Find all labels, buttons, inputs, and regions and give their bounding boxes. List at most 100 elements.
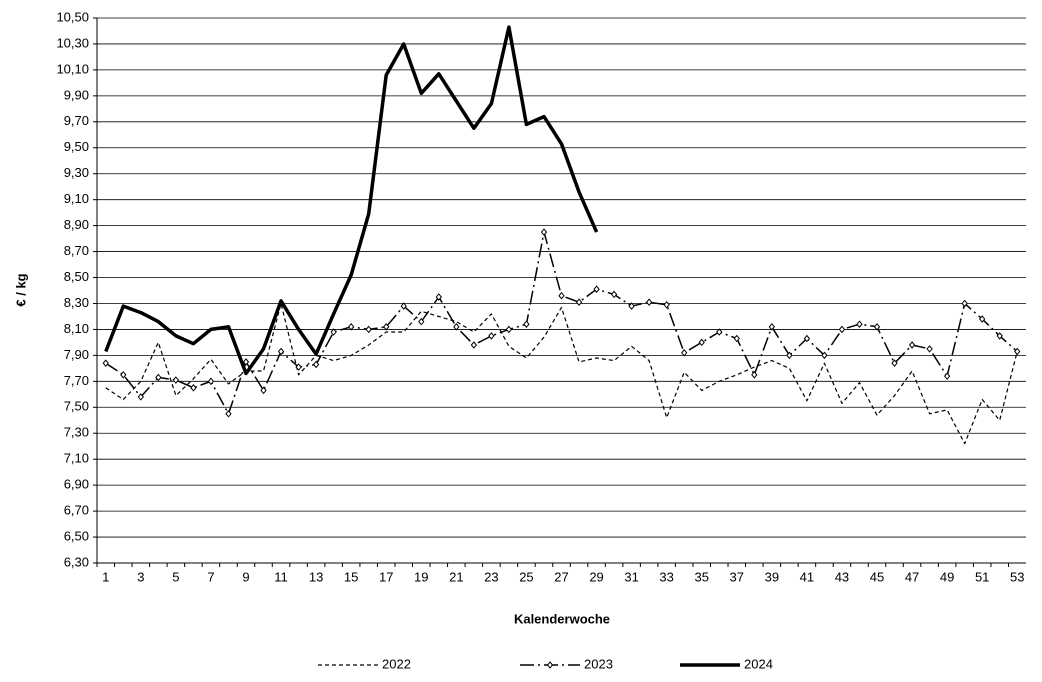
y-tick-label: 7,70 [64,373,89,388]
marker [102,359,109,367]
x-tick-label: 39 [765,569,779,584]
marker [943,372,951,380]
marker [873,323,881,331]
marker [172,376,180,384]
marker [470,341,478,349]
y-tick-label: 8,30 [64,295,89,310]
x-tick-label: 9 [242,569,249,584]
marker [768,323,775,331]
legend-marker [546,661,554,669]
y-tick-label: 7,30 [64,425,89,440]
marker [558,291,565,300]
y-tick-label: 10,30 [56,35,89,50]
marker [733,334,740,343]
marker [996,332,1003,340]
marker [540,228,548,236]
marker [979,315,986,323]
marker [751,371,758,379]
marker [786,351,793,360]
x-tick-label: 53 [1010,569,1024,584]
marker [803,334,811,343]
x-tick-label: 17 [379,569,393,584]
x-tick-label: 41 [800,569,814,584]
x-tick-label: 19 [414,569,428,584]
y-tick-label: 7,50 [64,399,89,414]
marker [435,293,442,301]
marker [681,349,688,357]
y-tick-label: 9,30 [64,165,89,180]
y-tick-label: 10,10 [56,61,89,76]
y-tick-label: 6,70 [64,503,89,518]
marker [348,323,355,331]
x-tick-label: 1 [102,569,109,584]
y-tick-label: 7,10 [64,451,89,466]
marker [312,360,320,369]
marker [418,317,425,326]
marker [856,320,863,329]
y-tick-label: 9,50 [64,139,89,154]
marker [663,300,670,309]
x-tick-label: 43 [835,569,849,584]
y-axis-label: € / kg [13,273,28,306]
marker [207,377,215,386]
x-tick-label: 33 [659,569,673,584]
marker [453,323,460,331]
x-tick-label: 27 [554,569,568,584]
y-tick-label: 7,90 [64,347,89,362]
marker [365,325,372,334]
y-tick-label: 6,30 [64,554,89,569]
marker [628,302,635,310]
marker [593,285,600,293]
x-tick-label: 13 [309,569,323,584]
marker [821,351,828,360]
x-tick-label: 23 [484,569,498,584]
x-tick-label: 49 [940,569,954,584]
y-tick-label: 9,10 [64,191,89,206]
marker [225,409,232,418]
marker [155,373,162,382]
marker [716,328,723,336]
marker [137,393,144,401]
series-line [105,302,1018,445]
y-tick-label: 9,90 [64,87,89,102]
marker [891,359,898,367]
x-tick-label: 7 [207,569,214,584]
marker [277,347,285,356]
y-tick-label: 8,90 [64,217,89,232]
marker [120,371,127,379]
y-tick-label: 10,50 [56,9,89,24]
marker [383,323,390,331]
y-tick-label: 8,50 [64,269,89,284]
x-tick-label: 45 [870,569,884,584]
marker [1014,347,1021,356]
y-tick-label: 9,70 [64,113,89,128]
marker [961,299,968,308]
x-tick-label: 3 [137,569,144,584]
y-tick-label: 8,10 [64,321,89,336]
marker [838,325,846,334]
x-tick-label: 25 [519,569,533,584]
x-axis-label: Kalenderwoche [514,611,610,626]
marker [575,298,583,306]
x-tick-label: 21 [449,569,463,584]
marker [645,298,653,306]
marker [698,338,705,347]
y-tick-label: 6,90 [64,477,89,492]
marker [523,320,530,329]
series-line [105,231,1018,415]
marker [505,325,513,334]
x-tick-label: 5 [172,569,179,584]
y-tick-label: 6,50 [64,528,89,543]
x-tick-label: 35 [694,569,708,584]
marker [610,290,618,299]
marker [295,363,302,371]
marker [400,302,407,310]
x-tick-label: 51 [975,569,989,584]
legend-label: 2023 [584,656,613,671]
x-tick-label: 47 [905,569,919,584]
marker [908,341,916,349]
x-tick-label: 31 [624,569,638,584]
x-tick-label: 15 [344,569,358,584]
marker [242,358,250,366]
